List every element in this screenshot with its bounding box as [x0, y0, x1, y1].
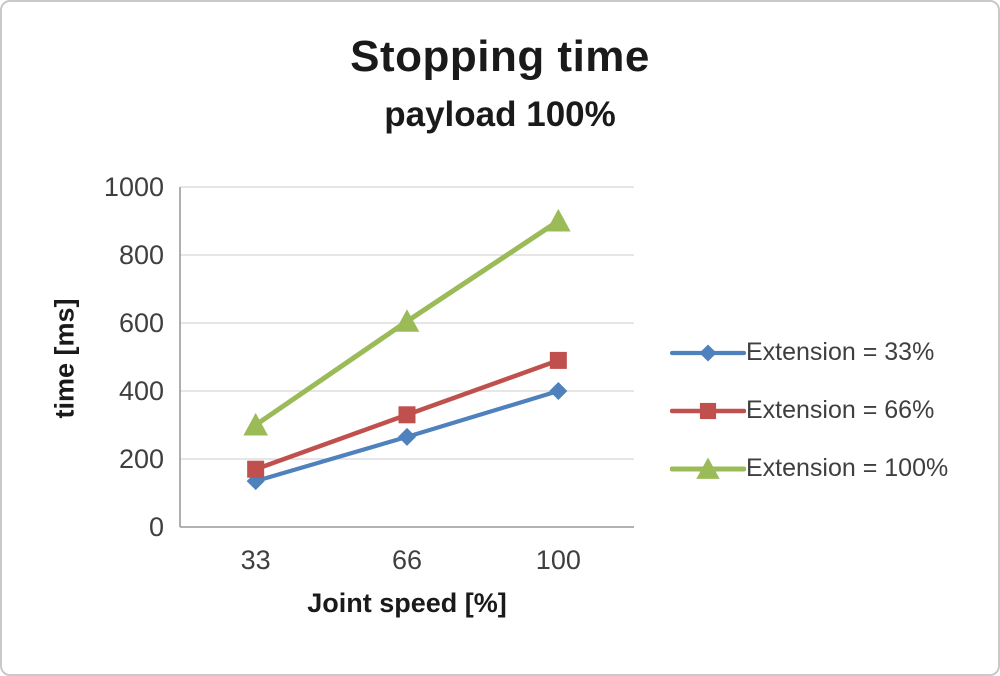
legend-key-diamond-icon [670, 343, 746, 362]
legend-item: Extension = 100% [670, 454, 948, 483]
legend-item: Extension = 66% [670, 396, 948, 425]
series-1-marker [247, 460, 265, 478]
y-tick-label: 800 [119, 240, 164, 270]
series-2-marker [394, 309, 420, 332]
series-0-marker [398, 427, 416, 446]
legend: Extension = 33% Extension = 66% Extension … [670, 338, 948, 483]
chart-title: Stopping time [350, 32, 650, 81]
y-tick-label: 400 [119, 376, 164, 406]
legend-key-marker [696, 457, 720, 479]
legend-key-square-icon [670, 402, 746, 419]
series-2-marker [546, 208, 571, 232]
legend-label: Extension = 33% [746, 338, 935, 366]
legend-key-triangle-icon [670, 457, 746, 479]
y-tick-label: 600 [119, 308, 164, 338]
series-2-marker [243, 412, 268, 436]
legend-key-marker [699, 343, 717, 362]
y-tick-label: 0 [149, 512, 164, 542]
y-tick-label: 1000 [104, 172, 164, 202]
y-tick-label: 200 [119, 444, 164, 474]
chart-subtitle: payload 100% [384, 95, 616, 134]
x-tick-label: 66 [392, 545, 422, 575]
x-axis-title: Joint speed [%] [307, 588, 507, 618]
legend-item: Extension = 33% [670, 338, 948, 367]
legend-label: Extension = 100% [746, 454, 949, 482]
x-tick-label: 100 [536, 545, 581, 575]
legend-label: Extension = 66% [746, 396, 935, 424]
series-1-marker [549, 351, 567, 369]
plot-svg: 0 200 400 600 800 1000 33 66 100 [104, 172, 634, 575]
series-1-marker [398, 406, 416, 424]
x-tick-label: 33 [241, 545, 271, 575]
y-axis-title: time [ms] [49, 298, 80, 419]
series-0-marker [549, 382, 568, 400]
legend-key-marker [699, 402, 717, 419]
